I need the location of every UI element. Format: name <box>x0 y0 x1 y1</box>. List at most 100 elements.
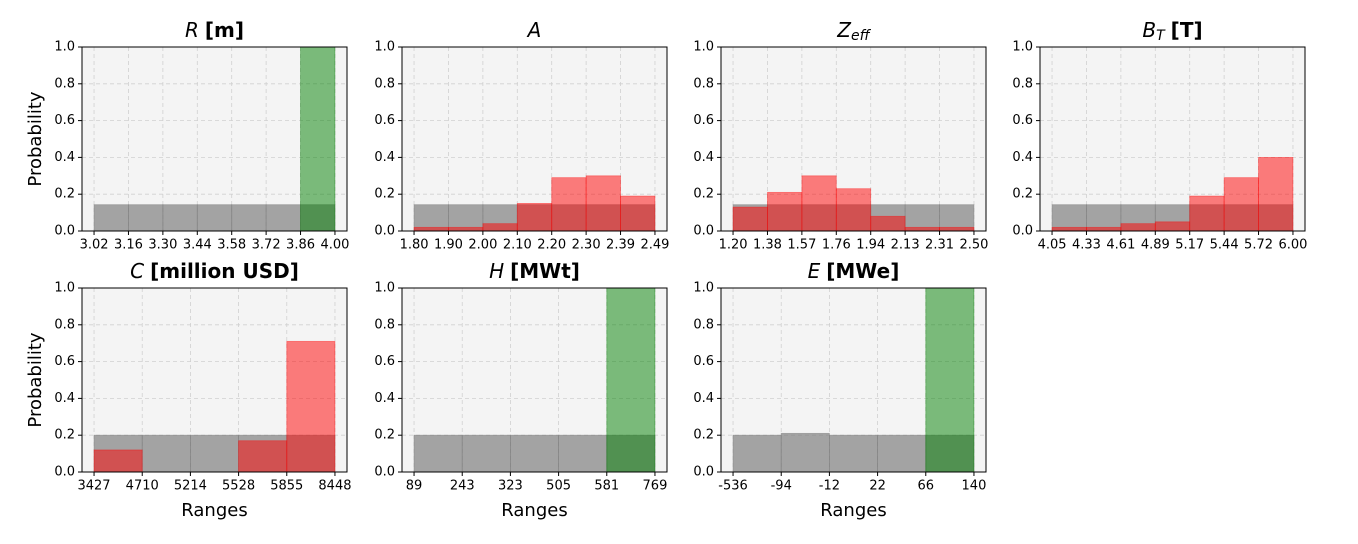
y-tick-label: 0.4 <box>54 391 75 406</box>
bar <box>448 226 484 232</box>
title-unit: [million USD] <box>150 259 299 283</box>
bar <box>93 449 143 473</box>
x-tick-label: 3.16 <box>114 238 143 253</box>
y-tick-label: 0.4 <box>693 391 714 406</box>
axes-frame <box>401 287 668 473</box>
bar <box>300 46 336 232</box>
title-symbol: B <box>1142 18 1156 42</box>
y-tick-label: 0.2 <box>1012 187 1033 202</box>
x-tick-label: 5528 <box>222 479 255 494</box>
x-axis-label: Ranges <box>181 500 247 521</box>
x-tick-label: 3427 <box>77 479 110 494</box>
x-tick-label: 66 <box>917 479 934 494</box>
bar <box>510 434 559 473</box>
bar <box>128 204 164 232</box>
y-tick-label: 0.6 <box>693 113 714 128</box>
y-tick-label: 0.6 <box>1012 113 1033 128</box>
axes-frame <box>720 287 987 473</box>
title-symbol: A <box>526 18 542 42</box>
x-tick-label: 4710 <box>126 479 159 494</box>
y-tick-label: 0.0 <box>54 224 75 239</box>
y-tick-label: 1.0 <box>374 40 395 55</box>
y-tick-label: 0.6 <box>54 113 75 128</box>
bar <box>904 226 940 232</box>
title-symbol: Z <box>836 18 852 42</box>
y-tick-label: 0.0 <box>54 465 75 480</box>
x-tick-label: 505 <box>546 479 571 494</box>
y-tick-label: 0.4 <box>374 391 395 406</box>
x-tick-label: 1.94 <box>856 238 885 253</box>
bar <box>93 204 129 232</box>
x-tick-label: 2.00 <box>468 238 497 253</box>
bar <box>1051 226 1087 232</box>
x-tick-label: 140 <box>962 479 987 494</box>
y-tick-label: 0.0 <box>1012 224 1033 239</box>
bar <box>413 204 449 232</box>
y-tick-label: 0.0 <box>693 224 714 239</box>
x-tick-label: 1.57 <box>787 238 816 253</box>
x-tick-label: -12 <box>819 479 840 494</box>
y-tick-label: 0.8 <box>54 76 75 91</box>
chart-title: E [MWe] <box>808 259 900 283</box>
x-tick-label: 22 <box>869 479 886 494</box>
subplot: 0.0 0.2 0.4 0.6 0.8 1.0 4.05 4.33 4.61 4.89 5.17 5.… <box>1012 18 1307 253</box>
y-tick-label: 0.0 <box>693 465 714 480</box>
axes-frame <box>81 287 348 473</box>
y-tick-label: 0.2 <box>374 428 395 443</box>
bar <box>801 175 837 232</box>
y-tick-label: 0.4 <box>54 150 75 165</box>
title-unit: [m] <box>205 18 244 42</box>
y-tick-label: 1.0 <box>693 40 714 55</box>
x-tick-label: 769 <box>643 479 668 494</box>
bar <box>238 440 288 473</box>
y-tick-label: 0.2 <box>693 428 714 443</box>
chart-title: H [MWt] <box>489 259 580 283</box>
axes-frame <box>81 46 348 232</box>
x-tick-label: 5214 <box>174 479 207 494</box>
y-tick-label: 0.8 <box>374 317 395 332</box>
y-tick-label: 0.8 <box>1012 76 1033 91</box>
y-tick-label: 0.6 <box>693 354 714 369</box>
bar <box>732 206 768 232</box>
title-unit: [T] <box>1171 18 1203 42</box>
bar <box>606 287 656 473</box>
chart-title: A <box>526 18 542 42</box>
bar <box>413 434 463 473</box>
bar <box>732 434 782 473</box>
y-tick-label: 0.4 <box>374 150 395 165</box>
title-symbol: C <box>130 259 144 283</box>
bar <box>1189 195 1225 232</box>
x-tick-label: 4.33 <box>1072 238 1101 253</box>
title-symbol: R <box>185 18 199 42</box>
x-tick-label: 4.61 <box>1106 238 1135 253</box>
axes-frame <box>1039 46 1306 232</box>
bar <box>767 191 803 232</box>
bar <box>558 434 608 473</box>
x-tick-label: 4.00 <box>320 238 349 253</box>
chart-title: BT [T] <box>1142 18 1202 45</box>
x-tick-label: 2.10 <box>503 238 532 253</box>
x-tick-label: 5.72 <box>1244 238 1273 253</box>
bar <box>265 204 301 232</box>
x-tick-label: 3.30 <box>148 238 177 253</box>
bar <box>780 432 830 473</box>
bar <box>448 204 484 232</box>
x-tick-label: 1.90 <box>434 238 463 253</box>
y-axis-label: Probability <box>25 91 46 186</box>
bar <box>1154 221 1191 232</box>
x-tick-label: 323 <box>498 479 523 494</box>
title-unit: [MWt] <box>510 259 580 283</box>
x-tick-label: 4.89 <box>1141 238 1170 253</box>
axes-frame <box>720 46 987 232</box>
x-tick-label: 2.39 <box>606 238 635 253</box>
bar <box>877 434 927 473</box>
x-tick-label: 3.02 <box>80 238 109 253</box>
bar <box>196 204 233 232</box>
y-tick-label: 0.4 <box>1012 150 1033 165</box>
y-tick-label: 0.0 <box>374 465 395 480</box>
y-tick-label: 0.6 <box>54 354 75 369</box>
x-tick-label: -94 <box>771 479 792 494</box>
y-tick-label: 0.8 <box>54 317 75 332</box>
x-tick-label: 2.50 <box>959 238 988 253</box>
